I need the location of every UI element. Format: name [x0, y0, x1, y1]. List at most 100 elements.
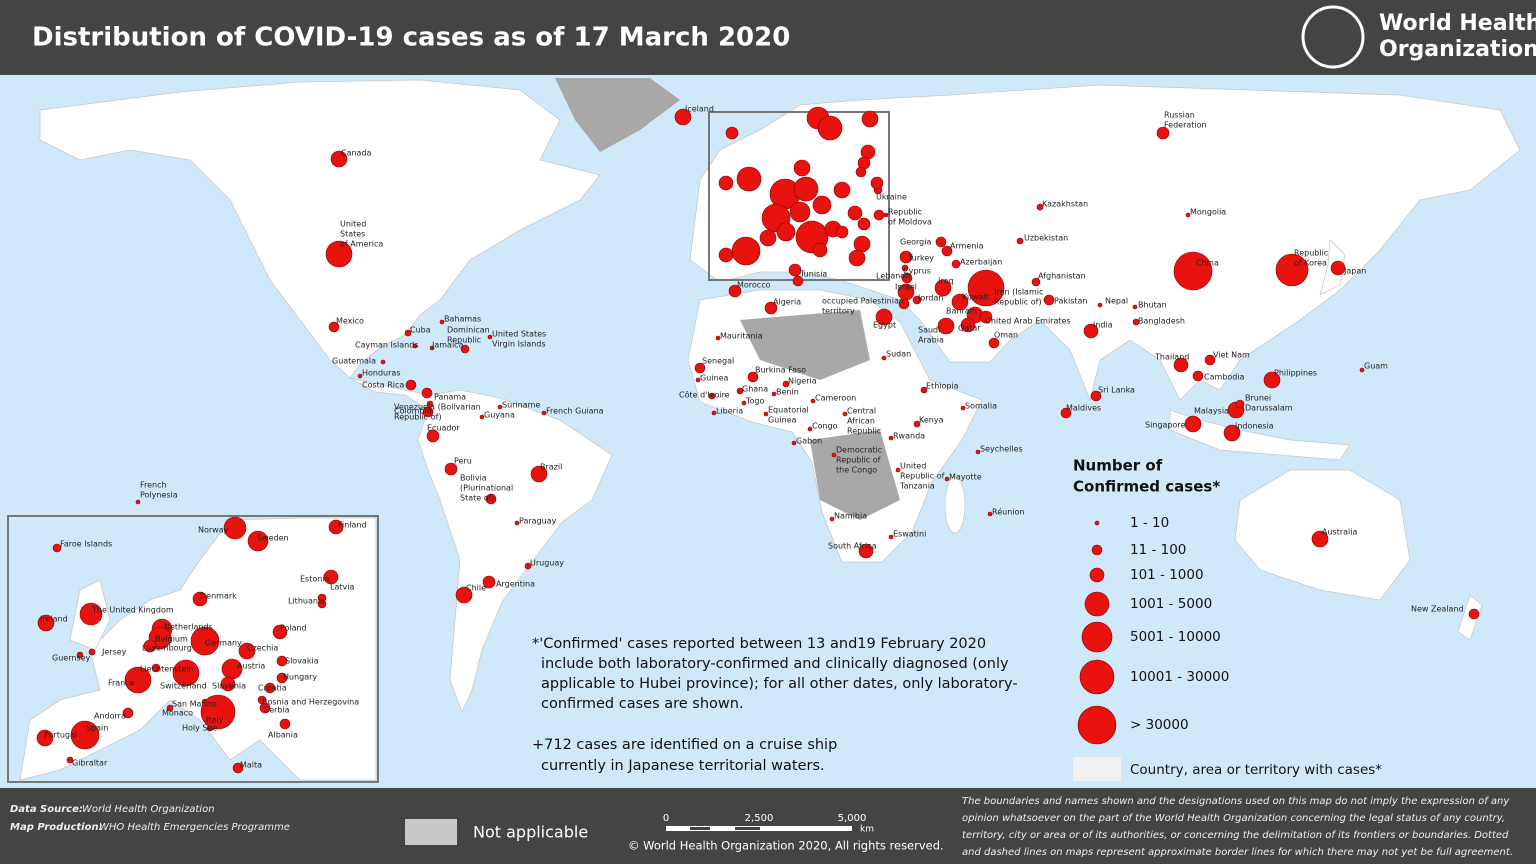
country-label: Faroe Islands — [60, 540, 112, 549]
country-label: Turkey — [907, 254, 934, 263]
indonesia — [1169, 409, 1351, 461]
case-bubble — [831, 452, 837, 458]
country-label: (Plurinational — [460, 484, 513, 493]
country-label: Jersey — [101, 648, 127, 657]
country-label: Georgia — [900, 238, 931, 247]
country-label: French — [140, 481, 167, 490]
country-label: Finland — [338, 521, 367, 530]
country-label: Liechtenstein — [140, 665, 194, 674]
case-bubble — [66, 756, 74, 764]
case-bubble — [166, 704, 174, 712]
country-label: Monaco — [162, 709, 193, 718]
country-label: Malta — [240, 761, 262, 770]
case-bubble — [708, 392, 716, 400]
country-label: Azerbaijan — [960, 258, 1002, 267]
note: applicable to Hubei province); for all o… — [541, 676, 1018, 692]
scale-label: 0 — [663, 813, 669, 824]
country-label: Chile — [466, 584, 486, 593]
case-bubble — [1156, 126, 1170, 140]
case-bubble — [1184, 415, 1202, 433]
country-label: Central — [847, 407, 876, 416]
country-label: United — [900, 462, 926, 471]
country-label: Poland — [280, 624, 307, 633]
case-bubble — [763, 411, 769, 417]
case-bubble — [232, 762, 244, 774]
country-label: Sudan — [886, 350, 911, 359]
country-label: Democratic — [836, 446, 882, 455]
country-label: Republic of) — [994, 298, 1042, 307]
legend-label: 5001 - 10000 — [1130, 629, 1221, 645]
case-bubble — [279, 718, 291, 730]
case-bubble — [987, 511, 993, 517]
note: currently in Japanese territorial waters… — [541, 758, 825, 774]
legend-label: 1 - 10 — [1130, 515, 1169, 531]
country-label: Liberia — [716, 407, 743, 416]
case-bubble — [37, 614, 55, 632]
legend: Number of Confirmed cases* Country, area… — [1073, 457, 1382, 781]
case-bubble — [70, 720, 100, 750]
case-bubble — [497, 404, 503, 410]
country-label: Lithuania — [288, 597, 325, 606]
country-label: Guernsey — [52, 654, 91, 663]
case-bubble — [143, 639, 157, 653]
case-bubble — [853, 235, 871, 253]
country-label: Guinea — [768, 416, 796, 425]
country-label: Serbia — [264, 706, 290, 715]
footer: Data Source: World Health Organization M… — [0, 788, 1536, 864]
country-label: Republic of — [836, 456, 881, 465]
case-bubble — [731, 236, 761, 266]
case-bubble — [421, 387, 433, 399]
country-label: occupied Palestinian — [822, 297, 904, 306]
country-label: Japan — [1343, 267, 1366, 276]
case-bubble — [220, 676, 236, 692]
case-bubble — [792, 275, 804, 287]
country-label: Dominican — [447, 326, 490, 335]
case-bubble — [912, 295, 922, 305]
country-label: Pakistan — [1054, 297, 1088, 306]
country-label: Senegal — [702, 357, 734, 366]
case-bubble — [323, 569, 339, 585]
case-bubble — [259, 702, 271, 714]
case-bubble — [951, 259, 961, 269]
legend-symbol — [1079, 659, 1115, 695]
country-label: Tunisia — [799, 270, 827, 279]
case-bubble — [276, 655, 288, 667]
footer-text: WHO Health Emergencies Programme — [99, 822, 290, 833]
case-bubble — [1223, 424, 1241, 442]
country-label: Ghana — [742, 385, 768, 394]
country-label: Ukraine — [876, 193, 907, 202]
country-label: of Korea — [1294, 259, 1327, 268]
case-bubble — [812, 195, 832, 215]
country-label: Estonia — [300, 575, 330, 584]
case-bubble — [380, 359, 386, 365]
case-bubble — [951, 293, 969, 311]
country-label: Australia — [1322, 528, 1357, 537]
copyright: © World Health Organization 2020, All ri… — [628, 839, 944, 853]
case-bubble — [1060, 407, 1072, 419]
footer-label: Map Production: — [10, 822, 103, 833]
case-bubble — [1185, 212, 1191, 218]
note: *'Confirmed' cases reported between 13 a… — [532, 636, 986, 652]
country-label: Rwanda — [893, 432, 925, 441]
case-bubble — [807, 426, 813, 432]
case-bubble — [812, 242, 828, 258]
case-bubble — [788, 263, 802, 277]
country-label: Republic — [447, 336, 481, 345]
disclaimer: territory, city or area or of its author… — [962, 830, 1509, 841]
country-label: Iraq — [938, 277, 954, 286]
case-bubble — [1192, 370, 1204, 382]
country-label: Czechia — [247, 644, 278, 653]
country-label: Mongolia — [1190, 208, 1226, 217]
country-label: Canada — [341, 149, 372, 158]
country-label: Portugal — [44, 731, 77, 740]
case-bubble — [975, 449, 981, 455]
case-bubble — [695, 377, 701, 383]
country-label: Sweden — [257, 534, 289, 543]
country-label: Cameroon — [815, 394, 856, 403]
case-bubble — [405, 379, 417, 391]
case-bubble — [847, 205, 863, 221]
country-label: Ecuador — [427, 424, 460, 433]
country-label: the Congo — [836, 466, 877, 475]
country-label: Equatorial — [768, 406, 809, 415]
